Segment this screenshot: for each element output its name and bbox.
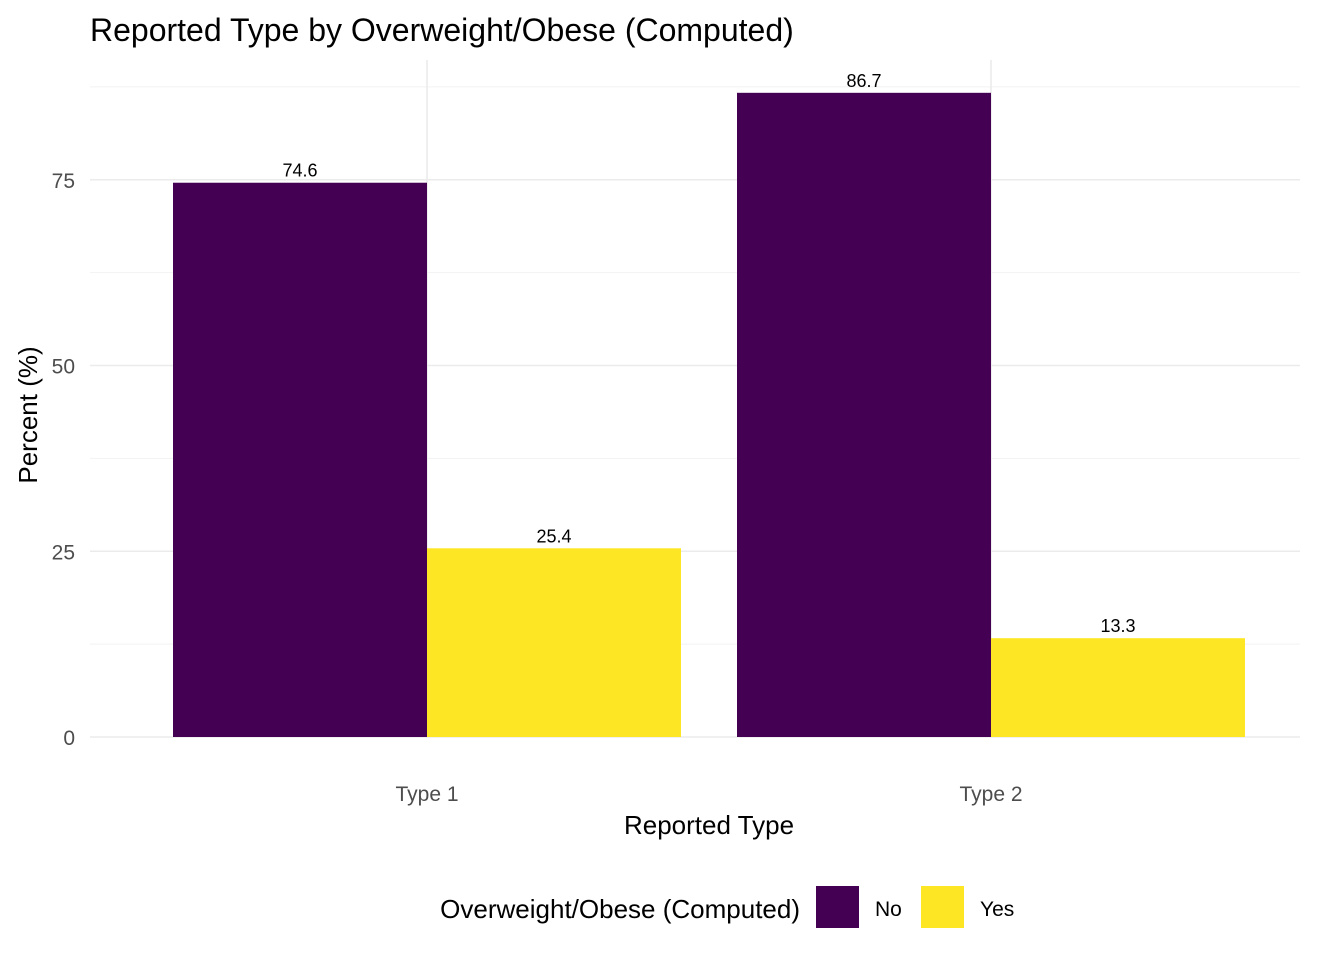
- x-axis-title: Reported Type: [624, 810, 794, 840]
- x-tick-label-1: Type 2: [959, 783, 1022, 806]
- y-axis-title: Percent (%): [13, 346, 43, 483]
- bars: [173, 92, 1245, 738]
- data-labels: 74.6 25.4 86.7 13.3: [282, 71, 1135, 636]
- bar-yes-type-2: [991, 638, 1245, 737]
- legend-key-yes: [921, 886, 964, 928]
- legend: Overweight/Obese (Computed) No Yes: [440, 886, 1014, 928]
- data-label-no-type-2: 86.7: [846, 71, 881, 91]
- y-tick-label-2: 50: [52, 356, 75, 379]
- y-tick-label-0: 0: [63, 727, 75, 750]
- data-label-yes-type-1: 25.4: [536, 526, 571, 546]
- bar-no-type-1: [173, 182, 427, 738]
- chart-title: Reported Type by Overweight/Obese (Compu…: [90, 12, 794, 48]
- data-label-yes-type-2: 13.3: [1100, 616, 1135, 636]
- legend-title: Overweight/Obese (Computed): [440, 894, 800, 924]
- legend-label-yes: Yes: [980, 898, 1014, 921]
- y-tick-label-3: 75: [52, 170, 75, 193]
- y-axis-ticks: 0 25 50 75: [52, 170, 75, 750]
- legend-label-no: No: [875, 898, 902, 921]
- y-tick-label-1: 25: [52, 541, 75, 564]
- x-axis-ticks: Type 1 Type 2: [395, 783, 1022, 806]
- legend-key-no: [816, 886, 859, 928]
- bar-no-type-2: [737, 92, 991, 738]
- bar-yes-type-1: [427, 548, 681, 737]
- data-label-no-type-1: 74.6: [282, 161, 317, 181]
- x-tick-label-0: Type 1: [395, 783, 458, 806]
